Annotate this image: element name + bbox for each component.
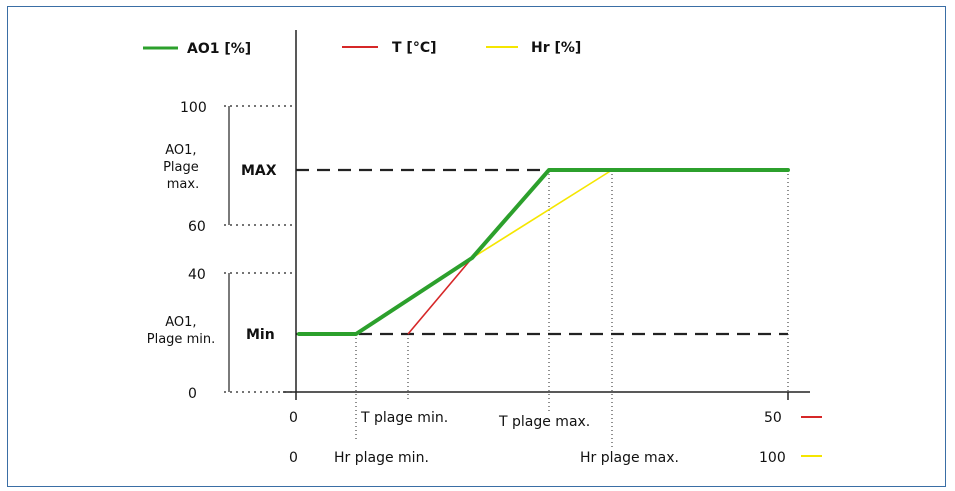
t-curve: [407, 257, 473, 335]
x-t-end: 50: [764, 410, 782, 426]
level-min-label: Min: [246, 327, 275, 343]
diagram-frame: [7, 6, 946, 487]
legend-t-label: T [°C]: [392, 40, 437, 56]
y-tick-100: 100: [180, 100, 207, 116]
x-hr-plage-max: Hr plage max.: [580, 450, 679, 466]
legend-ao1-label: AO1 [%]: [187, 41, 251, 57]
y-tick-40: 40: [188, 267, 206, 283]
range-min-label: AO1, Plage min.: [147, 315, 215, 347]
x-hr-start: 0: [289, 450, 298, 466]
x-hr-end: 100: [759, 450, 786, 466]
y-tick-0: 0: [188, 386, 197, 402]
x-t-plage-max: T plage max.: [498, 414, 590, 430]
x-t-start: 0: [289, 410, 298, 426]
legend-hr-label: Hr [%]: [531, 40, 581, 56]
ao1-curve: [297, 168, 790, 336]
hr-curve: [471, 169, 613, 259]
x-t-plage-min: T plage min.: [360, 410, 448, 426]
x-hr-plage-min: Hr plage min.: [334, 450, 429, 466]
range-max-label: AO1, Plage max.: [163, 143, 203, 192]
level-max-label: MAX: [241, 163, 277, 179]
y-tick-60: 60: [188, 219, 206, 235]
